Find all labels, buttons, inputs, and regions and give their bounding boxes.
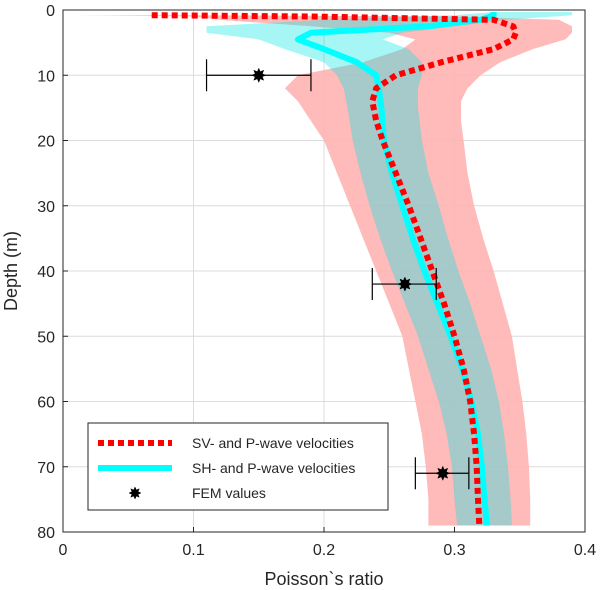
y-tick-label: 30 [37,199,55,216]
ticks [62,9,586,533]
legend: SV- and P-wave velocities SH- and P-wave … [87,422,389,511]
legend-entry-label: FEM values [192,485,266,501]
x-tick-label: 0.4 [574,542,596,559]
legend-fem-marker [128,486,142,500]
y-tick-label: 0 [46,3,55,20]
x-tick-label: 0.3 [443,542,465,559]
x-tick-label: 0.1 [182,542,204,559]
y-tick-label: 10 [37,68,55,85]
x-axis-label: Poisson`s ratio [264,569,383,589]
y-axis-label: Depth (m) [1,231,21,311]
series-lines [151,12,519,526]
sv-uncertainty-band [76,15,572,526]
y-tick-label: 50 [37,329,55,346]
fem-point [251,67,267,83]
fem-markers [205,59,470,490]
y-tick-label: 80 [37,525,55,542]
fem-point [435,465,451,481]
x-tick-label: 0.2 [313,542,335,559]
sh-uncertainty-band [206,12,572,526]
y-tick-label: 70 [37,460,55,477]
tick-labels: 0 0.1 0.2 0.3 0.4 0 10 20 30 40 50 60 70 80 [37,3,596,559]
uncertainty-bands [76,12,572,526]
legend-entry-label: SV- and P-wave velocities [192,435,354,451]
fem-point [397,276,413,292]
sv-series-line [151,12,519,526]
legend-entry-label: SH- and P-wave velocities [192,460,355,476]
y-tick-label: 20 [37,134,55,151]
x-tick-label: 0 [59,542,68,559]
y-tick-label: 40 [37,264,55,281]
y-tick-label: 60 [37,395,55,412]
